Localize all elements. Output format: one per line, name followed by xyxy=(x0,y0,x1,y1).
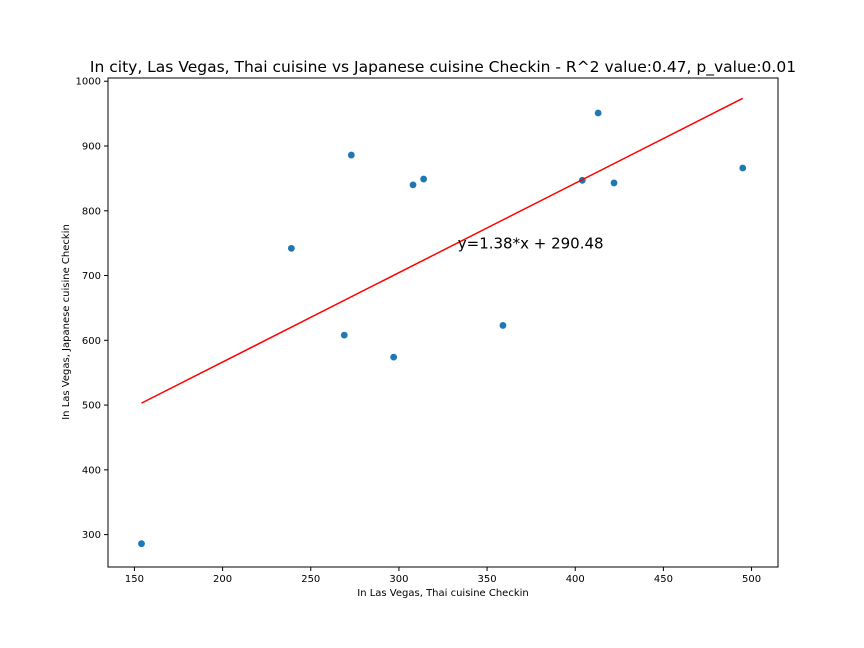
data-point xyxy=(610,179,618,187)
y-tick-label: 600 xyxy=(82,336,101,347)
y-tick-label: 400 xyxy=(82,465,101,476)
y-axis-label: In Las Vegas, Japanese cuisine Checkin xyxy=(61,224,72,420)
data-point xyxy=(739,164,747,172)
plot-area-frame xyxy=(107,77,779,568)
x-axis-label: In Las Vegas, Thai cuisine Checkin xyxy=(357,588,529,599)
y-tick-label: 1000 xyxy=(76,77,101,88)
data-points xyxy=(138,109,747,548)
regression-line xyxy=(141,97,744,404)
x-tick-label: 300 xyxy=(389,574,408,585)
data-point xyxy=(340,331,348,339)
regression-equation: y=1.38*x + 290.48 xyxy=(458,234,604,252)
y-tick-label: 800 xyxy=(82,206,101,217)
x-tick-label: 400 xyxy=(566,574,585,585)
y-tick-label: 300 xyxy=(82,530,101,541)
data-point xyxy=(390,353,398,361)
x-tick-label: 250 xyxy=(301,574,320,585)
data-point xyxy=(420,175,428,183)
x-tick-label: 450 xyxy=(654,574,673,585)
data-point xyxy=(594,109,602,117)
x-tick-label: 200 xyxy=(213,574,232,585)
data-point xyxy=(347,151,355,159)
data-point xyxy=(138,540,145,548)
y-axis-ticks: 300 400 500 600 700 800 900 1000 xyxy=(76,77,108,541)
y-tick-label: 700 xyxy=(82,271,101,282)
data-point xyxy=(287,244,295,252)
regression-line-group: y=1.38*x + 290.48 xyxy=(141,97,744,404)
x-axis-ticks: 150 200 250 300 350 400 450 500 xyxy=(125,567,761,585)
y-tick-label: 900 xyxy=(82,142,101,153)
x-tick-label: 350 xyxy=(478,574,497,585)
chart-title: In city, Las Vegas, Thai cuisine vs Japa… xyxy=(90,58,796,77)
data-point xyxy=(499,322,507,329)
y-tick-label: 500 xyxy=(82,401,101,412)
x-tick-label: 150 xyxy=(125,574,144,585)
data-point xyxy=(409,181,417,189)
x-tick-label: 500 xyxy=(742,574,761,585)
